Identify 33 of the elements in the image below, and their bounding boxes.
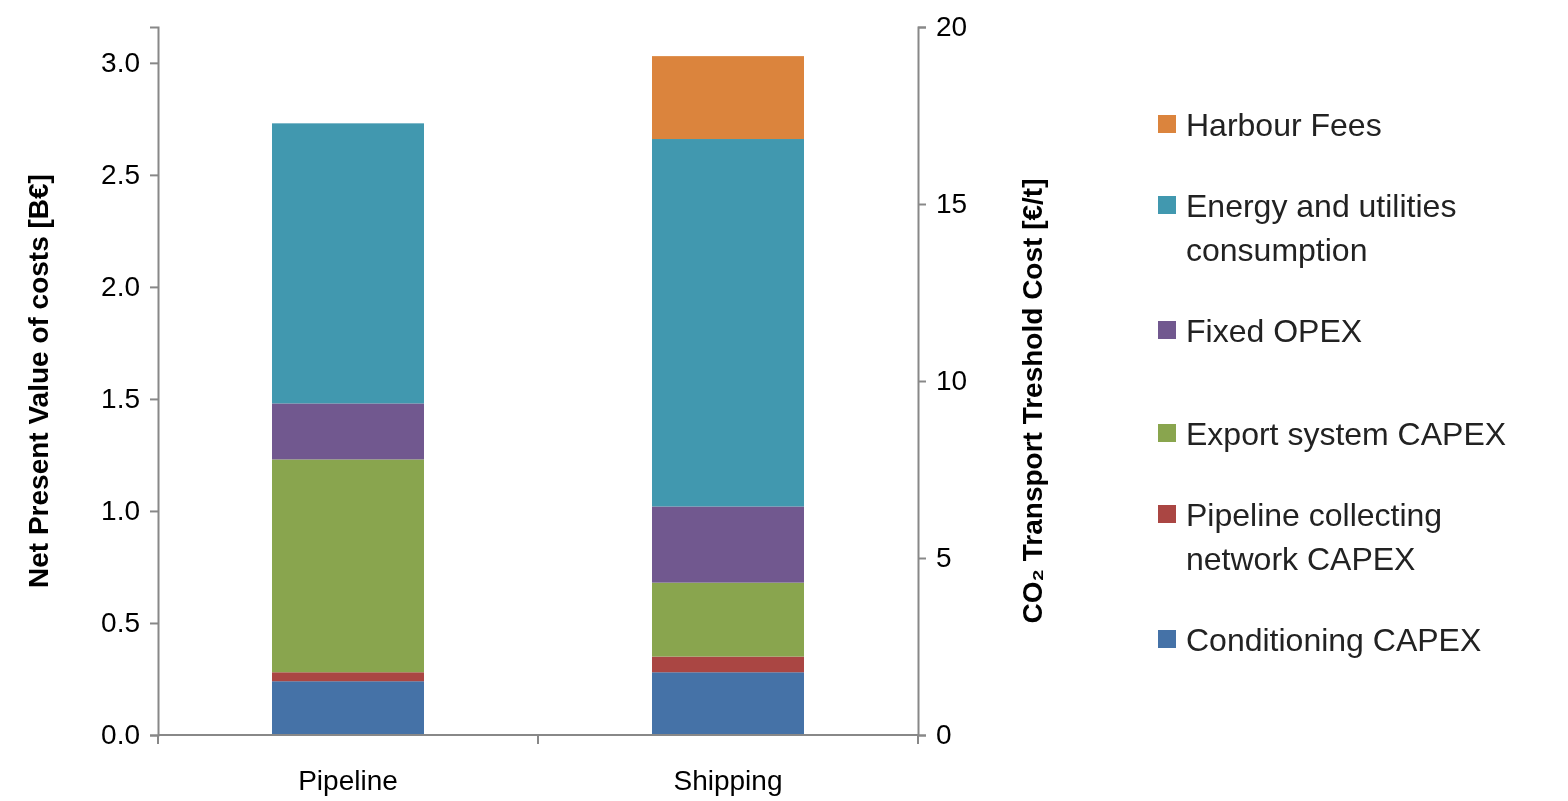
legend-label: Energy and utilities consumption xyxy=(1186,188,1457,268)
y-tick-label: 2.0 xyxy=(101,271,140,303)
bar xyxy=(272,123,424,404)
y2-axis-title: CO₂ Transport Treshold Cost [€/t] xyxy=(1017,178,1048,624)
x-tick-label: Shipping xyxy=(673,765,783,796)
y-tick-label: 1.5 xyxy=(101,383,140,415)
y-tick-label: 0.0 xyxy=(101,719,140,751)
y2-tick-label: 5 xyxy=(936,542,952,574)
legend-label: Export system CAPEX xyxy=(1186,416,1507,452)
y2-tick-label: 15 xyxy=(936,188,968,220)
bar xyxy=(652,506,804,583)
bar xyxy=(272,403,424,460)
y-tick-label: 0.5 xyxy=(101,607,140,639)
y2-tick-label: 0 xyxy=(936,719,952,751)
y-tick-label: 1.0 xyxy=(101,495,140,527)
bar xyxy=(652,656,804,673)
y2-tick-label: 10 xyxy=(936,365,968,397)
y2-tick-label: 20 xyxy=(936,11,968,43)
y-tick-label: 3.0 xyxy=(101,47,140,79)
bar xyxy=(652,582,804,657)
bar xyxy=(652,56,804,140)
legend-label: Pipeline collecting network CAPEX xyxy=(1186,497,1443,577)
y-axis-title: Net Present Value of costs [B€] xyxy=(23,174,54,588)
legend-label: Harbour Fees xyxy=(1186,107,1382,143)
bar xyxy=(272,459,424,673)
bar xyxy=(652,139,804,507)
bar xyxy=(652,672,804,735)
x-tick-label: Pipeline xyxy=(298,765,398,796)
bar xyxy=(272,672,424,682)
y-tick-label: 2.5 xyxy=(101,159,140,191)
bar xyxy=(272,681,424,735)
legend-label: Fixed OPEX xyxy=(1186,313,1363,349)
legend-label: Conditioning CAPEX xyxy=(1186,622,1482,658)
